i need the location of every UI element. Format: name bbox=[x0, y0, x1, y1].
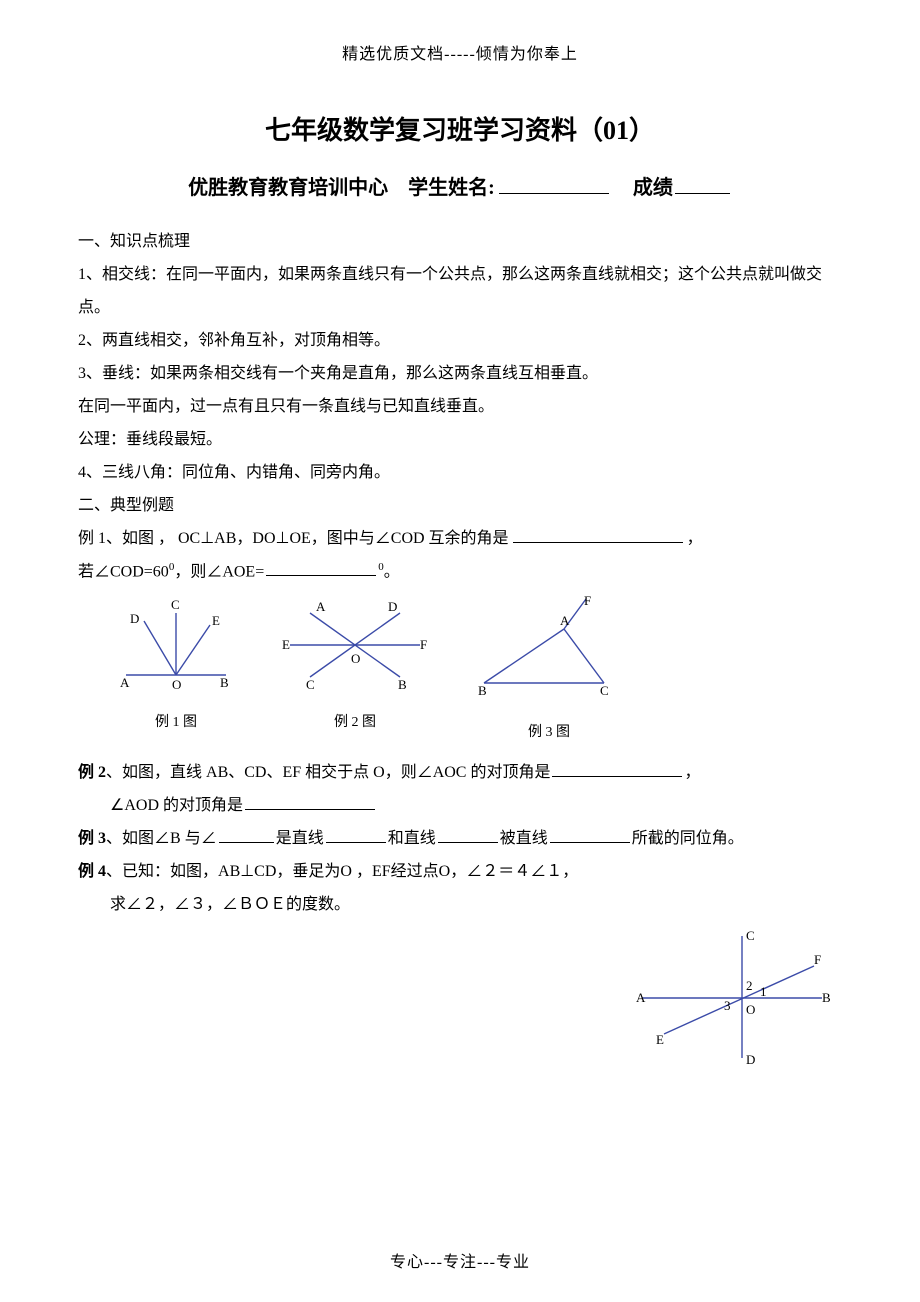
fig2-B: B bbox=[398, 677, 407, 692]
ex3-blank2 bbox=[326, 826, 386, 843]
figure-2: A B C D E F O 例 2 图 bbox=[270, 595, 440, 738]
fig3-caption: 例 3 图 bbox=[464, 719, 634, 748]
ex2-line2: ∠AOD 的对顶角是 bbox=[78, 790, 842, 823]
fig2-F: F bbox=[420, 637, 427, 652]
ex4-a: 、已知：如图，AB⊥CD，垂足为O ，EF经过点O，∠２＝４∠１， bbox=[106, 863, 578, 880]
ex3-line: 例 3、如图∠B 与∠ 是直线 和直线 被直线 所截的同位角。 bbox=[78, 823, 842, 856]
ex2-pre: 例 2 bbox=[78, 764, 106, 781]
ex3-pre: 例 3 bbox=[78, 830, 106, 847]
figure-1-svg: A B C D E O bbox=[106, 595, 246, 695]
ex1-a: 例 1、如图 ， OC⊥AB，DO⊥OE，图中与∠COD 互余的角是 bbox=[78, 530, 509, 547]
fig4-F: F bbox=[814, 952, 821, 967]
figure-4: A B C D E F O 1 2 3 bbox=[632, 928, 832, 1073]
ex3-a: 、如图∠B 与∠ bbox=[106, 830, 217, 847]
fig4-D: D bbox=[746, 1052, 755, 1067]
student-name-label: 学生姓名: bbox=[408, 177, 495, 199]
fig4-B: B bbox=[822, 990, 831, 1005]
fig4-C: C bbox=[746, 928, 755, 943]
fig1-caption: 例 1 图 bbox=[106, 709, 246, 738]
figure-3-svg: A B C F bbox=[464, 595, 634, 705]
body-text: 一、知识点梳理 1、相交线：在同一平面内，如果两条直线只有一个公共点，那么这两条… bbox=[78, 226, 842, 922]
title-sub-row: 优胜教育教育培训中心 学生姓名: 成绩 bbox=[78, 171, 842, 200]
fig4-n2: 2 bbox=[746, 978, 753, 993]
fig2-caption: 例 2 图 bbox=[270, 709, 440, 738]
ex2-b: ∠AOD 的对顶角是 bbox=[110, 797, 243, 814]
fig4-O: O bbox=[746, 1002, 755, 1017]
ex2-blank1 bbox=[552, 760, 682, 777]
ex4-pre: 例 4 bbox=[78, 863, 106, 880]
fig1-O: O bbox=[172, 677, 181, 692]
ex1-line2: 若∠COD=600，则∠AOE=0。 bbox=[78, 556, 842, 589]
ex2-line1: 例 2、如图，直线 AB、CD、EF 相交于点 O，则∠AOC 的对顶角是 ， bbox=[78, 757, 842, 790]
fig2-D: D bbox=[388, 599, 397, 614]
fig1-D: D bbox=[130, 611, 139, 626]
fig2-E: E bbox=[282, 637, 290, 652]
examples-heading: 二、典型例题 bbox=[78, 490, 842, 523]
fig4-E: E bbox=[656, 1032, 664, 1047]
fig1-A: A bbox=[120, 675, 130, 690]
student-name-blank bbox=[499, 173, 609, 194]
figure-2-svg: A B C D E F O bbox=[270, 595, 440, 695]
fig1-B: B bbox=[220, 675, 229, 690]
ex2-a: 、如图，直线 AB、CD、EF 相交于点 O，则∠AOC 的对顶角是 bbox=[106, 764, 550, 781]
k4: 4、三线八角：同位角、内错角、同旁内角。 bbox=[78, 457, 842, 490]
fig3-A: A bbox=[560, 613, 570, 628]
fig2-C: C bbox=[306, 677, 315, 692]
ex1-blank2 bbox=[266, 559, 376, 576]
ex1-c-pre: 若∠COD=60 bbox=[78, 563, 169, 580]
ex2-blank2 bbox=[245, 793, 375, 810]
figure-3: A B C F 例 3 图 bbox=[464, 595, 634, 748]
ex1-blank1 bbox=[513, 526, 683, 543]
ex3-e: 所截的同位角。 bbox=[632, 830, 744, 847]
ex4-line1: 例 4、已知：如图，AB⊥CD，垂足为O ，EF经过点O，∠２＝４∠１， bbox=[78, 856, 842, 889]
fig1-C: C bbox=[171, 597, 180, 612]
ex2-a-suf: ， bbox=[684, 764, 700, 781]
ex4-b: 求∠２，∠３，∠ＢＯＥ的度数。 bbox=[110, 896, 350, 913]
footer-note: 专心---专注---专业 bbox=[0, 1248, 920, 1272]
fig3-C: C bbox=[600, 683, 609, 698]
fig4-n3: 3 bbox=[724, 998, 731, 1013]
k3b: 在同一平面内，过一点有且只有一条直线与已知直线垂直。 bbox=[78, 391, 842, 424]
title-main: 七年级数学复习班学习资料（01） bbox=[78, 110, 842, 147]
ex1-c-mid: ，则∠AOE= bbox=[174, 563, 264, 580]
ex3-blank3 bbox=[438, 826, 498, 843]
figure-4-svg: A B C D E F O 1 2 3 bbox=[632, 928, 832, 1068]
k1: 1、相交线：在同一平面内，如果两条直线只有一个公共点，那么这两条直线就相交；这个… bbox=[78, 259, 842, 325]
k2: 2、两直线相交，邻补角互补，对顶角相等。 bbox=[78, 325, 842, 358]
figures-row: A B C D E O 例 1 图 bbox=[106, 595, 842, 748]
fig4-A: A bbox=[636, 990, 646, 1005]
fig3-F: F bbox=[584, 595, 591, 608]
fig3-B: B bbox=[478, 683, 487, 698]
ex1-line1: 例 1、如图 ， OC⊥AB，DO⊥OE，图中与∠COD 互余的角是 ， bbox=[78, 523, 842, 556]
ex1-c-suf: 。 bbox=[384, 563, 400, 580]
score-blank bbox=[675, 173, 730, 194]
header-note: 精选优质文档-----倾情为你奉上 bbox=[78, 40, 842, 64]
score-label: 成绩 bbox=[633, 177, 673, 199]
center-name: 优胜教育教育培训中心 bbox=[188, 177, 388, 199]
ex3-blank1 bbox=[219, 826, 274, 843]
fig1-E: E bbox=[212, 613, 220, 628]
ex3-blank4 bbox=[550, 826, 630, 843]
fig4-n1: 1 bbox=[760, 984, 767, 999]
knowledge-heading: 一、知识点梳理 bbox=[78, 226, 842, 259]
ex3-b: 是直线 bbox=[276, 830, 324, 847]
ex3-c: 和直线 bbox=[388, 830, 436, 847]
k3c: 公理：垂线段最短。 bbox=[78, 424, 842, 457]
fig2-O: O bbox=[351, 651, 360, 666]
k3a: 3、垂线：如果两条相交线有一个夹角是直角，那么这两条直线互相垂直。 bbox=[78, 358, 842, 391]
ex3-d: 被直线 bbox=[500, 830, 548, 847]
figure-1: A B C D E O 例 1 图 bbox=[106, 595, 246, 738]
ex4-line2: 求∠２，∠３，∠ＢＯＥ的度数。 bbox=[78, 889, 842, 922]
ex1-b: ， bbox=[687, 530, 703, 547]
fig2-A: A bbox=[316, 599, 326, 614]
